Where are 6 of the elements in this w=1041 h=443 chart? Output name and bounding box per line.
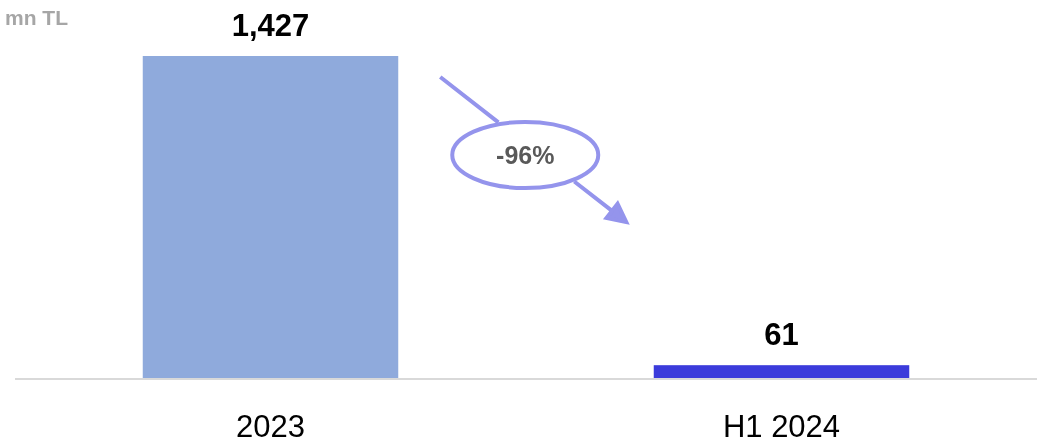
x-tick-label: H1 2024 bbox=[722, 409, 841, 443]
y-axis-title: mn TL bbox=[5, 6, 69, 29]
data-label: 1,427 bbox=[231, 8, 310, 43]
annotation: -96% bbox=[496, 141, 555, 169]
data-label: 61 bbox=[764, 317, 799, 353]
x-tick-label: 2023 bbox=[236, 409, 305, 443]
